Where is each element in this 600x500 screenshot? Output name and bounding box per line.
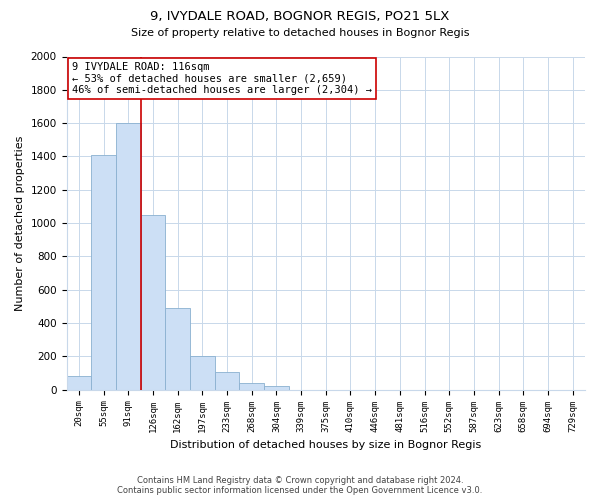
Y-axis label: Number of detached properties: Number of detached properties bbox=[15, 136, 25, 311]
Text: 9, IVYDALE ROAD, BOGNOR REGIS, PO21 5LX: 9, IVYDALE ROAD, BOGNOR REGIS, PO21 5LX bbox=[151, 10, 449, 23]
Bar bbox=[91, 155, 116, 390]
Bar bbox=[116, 123, 140, 390]
Bar bbox=[264, 386, 289, 390]
Bar bbox=[140, 215, 165, 390]
Text: Size of property relative to detached houses in Bognor Regis: Size of property relative to detached ho… bbox=[131, 28, 469, 38]
Bar bbox=[165, 308, 190, 390]
X-axis label: Distribution of detached houses by size in Bognor Regis: Distribution of detached houses by size … bbox=[170, 440, 481, 450]
Bar bbox=[190, 356, 215, 390]
Bar bbox=[215, 372, 239, 390]
Text: 9 IVYDALE ROAD: 116sqm
← 53% of detached houses are smaller (2,659)
46% of semi-: 9 IVYDALE ROAD: 116sqm ← 53% of detached… bbox=[72, 62, 372, 96]
Text: Contains HM Land Registry data © Crown copyright and database right 2024.
Contai: Contains HM Land Registry data © Crown c… bbox=[118, 476, 482, 495]
Bar bbox=[67, 376, 91, 390]
Bar bbox=[239, 383, 264, 390]
